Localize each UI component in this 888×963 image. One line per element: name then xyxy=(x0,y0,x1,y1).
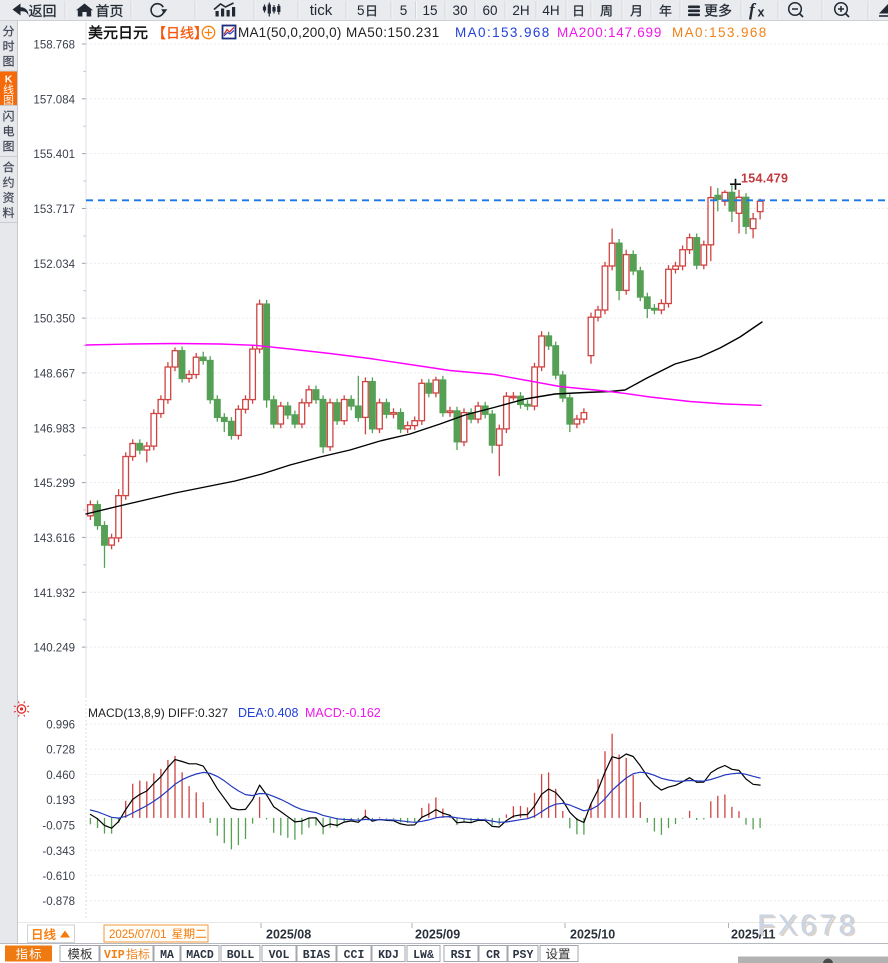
svg-text:BIAS: BIAS xyxy=(303,949,331,962)
svg-text:LW&: LW& xyxy=(413,949,434,962)
svg-text:2025/10: 2025/10 xyxy=(570,928,615,942)
svg-text:0.728: 0.728 xyxy=(46,745,75,757)
svg-text:-0.343: -0.343 xyxy=(42,846,75,858)
svg-text:-0.878: -0.878 xyxy=(42,896,75,908)
svg-text:FX678: FX678 xyxy=(757,910,857,942)
svg-text:150.350: 150.350 xyxy=(33,314,75,326)
svg-text:146.983: 146.983 xyxy=(33,423,75,435)
svg-text:KDJ: KDJ xyxy=(378,949,399,962)
svg-text:153.717: 153.717 xyxy=(33,204,75,216)
svg-text:4H: 4H xyxy=(542,3,559,18)
svg-text:MACD(13,8,9) DIFF:0.327: MACD(13,8,9) DIFF:0.327 xyxy=(88,706,228,720)
svg-text:CCI: CCI xyxy=(344,949,365,962)
svg-text:MA200:147.699: MA200:147.699 xyxy=(557,25,662,40)
svg-text:60: 60 xyxy=(482,3,497,18)
svg-text:VOL: VOL xyxy=(269,949,290,962)
svg-text:VIP: VIP xyxy=(104,949,125,962)
svg-text:MACD:-0.162: MACD:-0.162 xyxy=(305,706,381,720)
svg-text:MACD: MACD xyxy=(186,949,214,962)
svg-text:x: x xyxy=(758,6,765,20)
svg-text:145.299: 145.299 xyxy=(33,478,75,490)
svg-text:K: K xyxy=(5,74,13,86)
svg-text:0.193: 0.193 xyxy=(46,795,75,807)
svg-text:2025/08: 2025/08 xyxy=(266,928,311,942)
svg-text:MA0:153.968: MA0:153.968 xyxy=(672,25,768,40)
svg-text:140.249: 140.249 xyxy=(33,643,75,655)
svg-text:CR: CR xyxy=(486,949,500,962)
svg-text:PSY: PSY xyxy=(513,949,534,962)
svg-text:DEA:0.408: DEA:0.408 xyxy=(238,706,299,720)
svg-text:MA0:153.968: MA0:153.968 xyxy=(455,25,551,40)
svg-text:RSI: RSI xyxy=(451,949,472,962)
svg-text:152.034: 152.034 xyxy=(33,259,75,271)
svg-text:15: 15 xyxy=(422,3,437,18)
svg-text:2025/09: 2025/09 xyxy=(415,928,460,942)
svg-text:FX678: FX678 xyxy=(759,911,859,943)
svg-text:tick: tick xyxy=(310,2,333,19)
svg-text:157.084: 157.084 xyxy=(33,94,75,106)
svg-text:MA1(50,0,200,0): MA1(50,0,200,0) xyxy=(238,25,342,40)
svg-text:141.932: 141.932 xyxy=(33,588,75,600)
svg-text:MA50:150.231: MA50:150.231 xyxy=(346,25,440,40)
svg-text:143.616: 143.616 xyxy=(33,533,75,545)
svg-text:0.996: 0.996 xyxy=(46,719,75,731)
svg-text:BOLL: BOLL xyxy=(227,949,255,962)
svg-text:f: f xyxy=(749,0,757,20)
svg-text:0.460: 0.460 xyxy=(46,770,75,782)
svg-text:5: 5 xyxy=(357,3,365,18)
svg-text:2025/07/01: 2025/07/01 xyxy=(109,929,167,941)
svg-text:158.768: 158.768 xyxy=(33,40,75,52)
svg-text:-0.075: -0.075 xyxy=(42,821,75,833)
svg-text:2025/11: 2025/11 xyxy=(731,928,776,942)
svg-text:30: 30 xyxy=(452,3,467,18)
svg-text:2H: 2H xyxy=(512,3,529,18)
svg-text:155.401: 155.401 xyxy=(33,149,75,161)
svg-text:5: 5 xyxy=(400,3,408,18)
svg-text:148.667: 148.667 xyxy=(33,368,75,380)
svg-text:MA: MA xyxy=(160,949,174,962)
svg-text:154.479: 154.479 xyxy=(741,172,788,186)
svg-text:-0.610: -0.610 xyxy=(42,871,75,883)
